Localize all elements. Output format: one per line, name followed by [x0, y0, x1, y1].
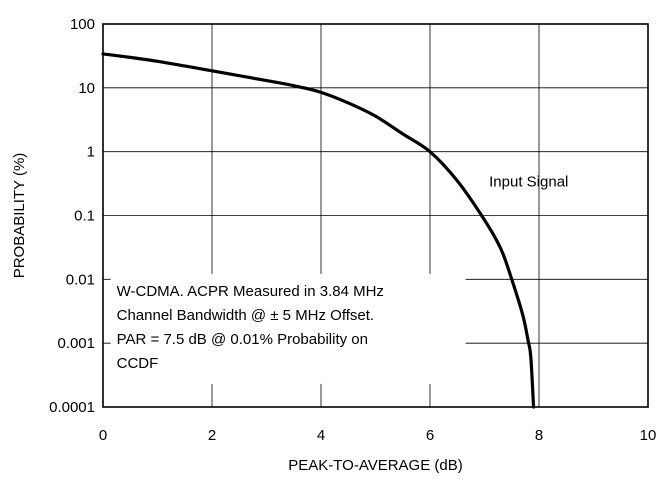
y-tick-label: 100: [70, 16, 95, 33]
series-label-input-signal: Input Signal: [489, 174, 568, 191]
x-axis-label: PEAK-TO-AVERAGE (dB): [288, 457, 463, 474]
y-tick-label: 0.0001: [49, 399, 95, 416]
annotation-line: PAR = 7.5 dB @ 0.01% Probability on: [117, 331, 368, 348]
y-tick-label: 0.001: [57, 335, 95, 352]
annotation-line: W-CDMA. ACPR Measured in 3.84 MHz: [117, 283, 384, 300]
plot-frame: [102, 23, 649, 408]
series-layer: Input Signal: [101, 52, 568, 409]
x-tick-label: 0: [99, 427, 107, 444]
y-tick-label: 1: [87, 144, 95, 161]
x-tick-labels: 0 2 4 6 8 10: [99, 427, 657, 444]
y-tick-labels: 0.0001 0.001 0.01 0.1 1 10 100: [49, 16, 95, 416]
x-tick-label: 6: [426, 427, 434, 444]
y-axis-label: PROBABILITY (%): [11, 153, 28, 279]
annotation-line: CCDF: [117, 355, 159, 372]
x-tick-label: 4: [317, 427, 325, 444]
annotation-line: Channel Bandwidth @ ± 5 MHz Offset.: [117, 307, 374, 324]
x-tick-label: 2: [208, 427, 216, 444]
y-tick-label: 0.1: [74, 208, 95, 225]
annotation-background: [110, 273, 466, 384]
y-tick-label: 10: [78, 80, 95, 97]
series-line-input-signal: [101, 52, 536, 409]
x-tick-label: 10: [640, 427, 657, 444]
y-tick-label: 0.01: [66, 271, 95, 288]
x-tick-label: 8: [535, 427, 543, 444]
annotation-box: W-CDMA. ACPR Measured in 3.84 MHz Channel…: [110, 273, 466, 384]
